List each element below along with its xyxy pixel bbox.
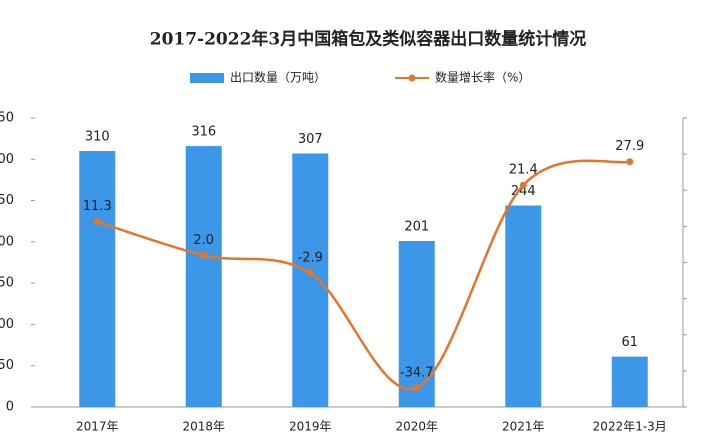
line-point bbox=[93, 218, 101, 226]
line-point bbox=[626, 158, 634, 166]
line-point bbox=[519, 181, 527, 189]
x-tick-label: 2022年1-3月 bbox=[593, 420, 667, 434]
data-label: 2.0 bbox=[193, 233, 214, 248]
line bbox=[96, 159, 631, 391]
y-tick-label: 50 bbox=[0, 358, 14, 373]
bar bbox=[292, 153, 329, 407]
x-tick-label: 2017年 bbox=[76, 420, 119, 434]
data-label: 244 bbox=[511, 184, 536, 199]
y-tick-label: 200 bbox=[0, 234, 14, 249]
data-label: -2.9 bbox=[298, 250, 323, 265]
x-tick-label: 2019年 bbox=[289, 420, 332, 434]
bar bbox=[79, 151, 116, 407]
data-label: 201 bbox=[404, 220, 429, 235]
legend-swatch bbox=[190, 73, 224, 83]
x-tick-label: 2018年 bbox=[182, 420, 225, 434]
bar bbox=[185, 146, 222, 407]
data-label: 316 bbox=[191, 125, 216, 140]
y-tick-label: 300 bbox=[0, 152, 14, 167]
data-label: 310 bbox=[85, 130, 110, 145]
x-tick-label: 2021年 bbox=[502, 420, 545, 434]
y-tick-label: 150 bbox=[0, 276, 14, 291]
bar bbox=[398, 241, 435, 407]
line-point bbox=[200, 251, 208, 259]
line-point bbox=[413, 384, 421, 392]
legend-label: 出口数量（万吨） bbox=[230, 70, 326, 85]
y-tick-label: 350 bbox=[0, 111, 14, 126]
data-label: 61 bbox=[621, 335, 638, 350]
legend-swatch bbox=[408, 74, 416, 82]
y-tick-label: 250 bbox=[0, 193, 14, 208]
chart-title: 2017-2022年3月中国箱包及类似容器出口数量统计情况 bbox=[150, 29, 587, 50]
data-label: 11.3 bbox=[83, 199, 112, 214]
bar bbox=[611, 356, 648, 407]
line-point bbox=[306, 269, 314, 277]
legend-label: 数量增长率（%） bbox=[435, 70, 530, 85]
y-tick-label: 0 bbox=[6, 400, 14, 415]
x-tick-label: 2020年 bbox=[395, 420, 438, 434]
data-label: 307 bbox=[298, 132, 323, 147]
y-tick-label: 100 bbox=[0, 317, 14, 332]
bar bbox=[505, 205, 542, 407]
data-label: -34.7 bbox=[400, 365, 434, 380]
data-label: 27.9 bbox=[615, 139, 644, 154]
data-label: 21.4 bbox=[509, 163, 538, 178]
